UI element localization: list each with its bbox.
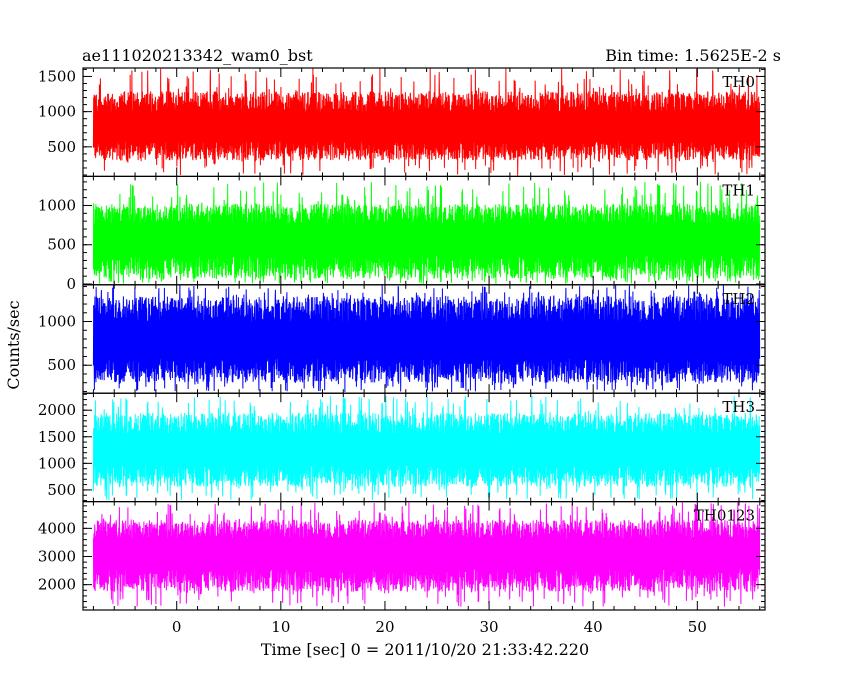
x-tick-label: 50	[688, 618, 707, 636]
y-tick-label: 1500	[38, 428, 76, 446]
x-tick-label: 20	[375, 618, 394, 636]
x-tick-label: 40	[584, 618, 603, 636]
y-tick-label: 1000	[38, 103, 76, 121]
y-tick-label: 500	[47, 481, 76, 499]
panels-group: 500 1000 1500 TH0 0 500 1000 TH1 500 1000 TH2 500 10…	[38, 67, 766, 611]
panel-th1: 0 500 1000 TH1	[38, 175, 766, 293]
x-tick-label: 30	[480, 618, 499, 636]
figure-title: ae111020213342_wam0_bst	[82, 46, 313, 65]
y-tick-label: 1000	[38, 313, 76, 331]
y-tick-label: 3000	[38, 548, 76, 566]
bin-time-label: Bin time: 1.5625E-2 s	[605, 46, 781, 65]
x-tick-label: 0	[172, 618, 182, 636]
panel-label: TH1	[722, 181, 755, 199]
panel-th2: 500 1000 TH2	[38, 284, 766, 394]
y-tick-label: 2000	[38, 401, 76, 419]
y-tick-label: 500	[47, 138, 76, 156]
panel-label: TH0	[722, 73, 755, 91]
x-tick-label: 10	[271, 618, 290, 636]
series-th0	[92, 68, 761, 176]
series-th1	[92, 181, 761, 284]
series-th3	[92, 395, 761, 501]
panel-th0123: 2000 3000 4000 TH0123	[38, 501, 766, 611]
y-tick-label: 4000	[38, 519, 76, 537]
series-th0123	[92, 502, 761, 607]
y-axis-label: Counts/sec	[4, 300, 23, 389]
x-axis: 0 10 20 30 40 50	[172, 618, 707, 636]
y-tick-label: 500	[47, 356, 76, 374]
y-tick-label: 1000	[38, 196, 76, 214]
panel-label: TH2	[722, 290, 755, 308]
y-tick-label: 500	[47, 236, 76, 254]
x-axis-label: Time [sec] 0 = 2011/10/20 21:33:42.220	[261, 640, 589, 659]
y-tick-label: 1500	[38, 67, 76, 85]
series-th2	[92, 285, 761, 392]
panel-th3: 500 1000 1500 2000 TH3	[38, 392, 766, 503]
panel-frame	[82, 501, 766, 611]
y-tick-label: 1000	[38, 454, 76, 472]
panel-th0: 500 1000 1500 TH0	[38, 67, 766, 178]
y-tick-label: 2000	[38, 576, 76, 594]
y-tick-label: 0	[66, 275, 76, 293]
panel-label: TH3	[722, 398, 755, 416]
panel-label: TH0123	[694, 507, 755, 525]
